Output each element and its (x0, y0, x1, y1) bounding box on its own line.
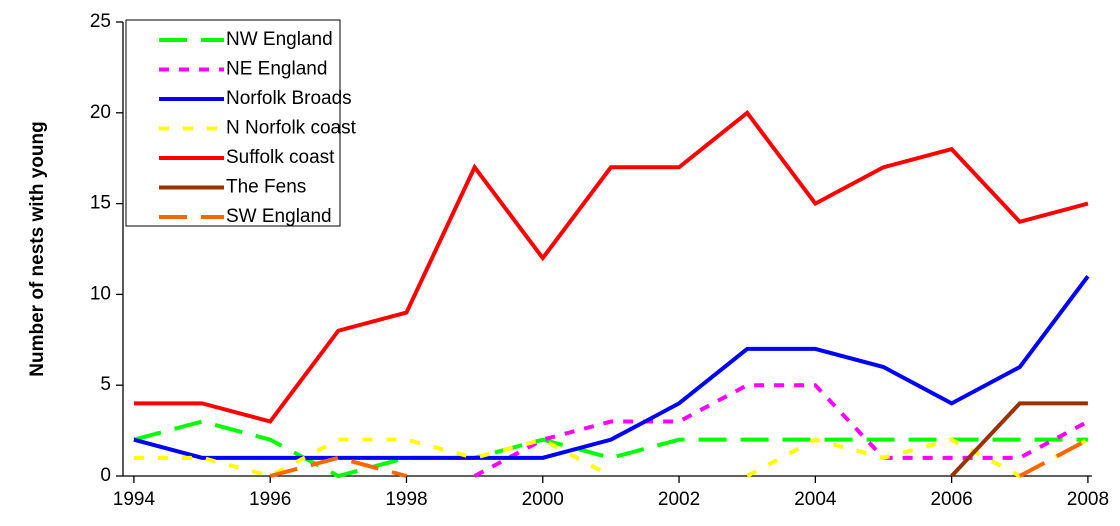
legend-label: NE England (226, 59, 327, 80)
legend-label: The Fens (226, 177, 306, 198)
y-tick-label: 20 (90, 102, 111, 123)
legend-label: N Norfolk coast (226, 118, 357, 139)
y-tick-label: 0 (100, 465, 111, 486)
y-axis-label: Number of nests with young (27, 121, 48, 376)
x-tick-label: 2000 (522, 489, 564, 510)
legend-label: Suffolk coast (226, 147, 335, 168)
series-line (133, 419, 1088, 479)
x-tick-label: 2002 (658, 489, 700, 510)
y-tick-label: 5 (100, 374, 111, 395)
series-line (133, 109, 1089, 424)
x-tick-label: 2006 (930, 489, 972, 510)
x-tick-label: 1996 (249, 489, 291, 510)
series-line (133, 437, 1089, 479)
legend-label: SW England (226, 206, 332, 227)
x-tick-label: 1998 (385, 489, 427, 510)
x-tick-label: 2004 (794, 489, 837, 510)
x-tick-label: 1994 (113, 489, 156, 510)
legend-label: NW England (226, 29, 333, 50)
y-tick-label: 15 (90, 193, 111, 214)
y-tick-label: 25 (90, 11, 111, 32)
series-line (473, 383, 1089, 478)
legend-box (125, 19, 341, 227)
x-tick-label: 2008 (1067, 489, 1109, 510)
series-line (269, 437, 1089, 478)
series-line (950, 401, 1088, 478)
series-line (133, 275, 1090, 460)
y-tick-label: 10 (90, 283, 111, 304)
legend-label: Norfolk Broads (226, 88, 352, 109)
